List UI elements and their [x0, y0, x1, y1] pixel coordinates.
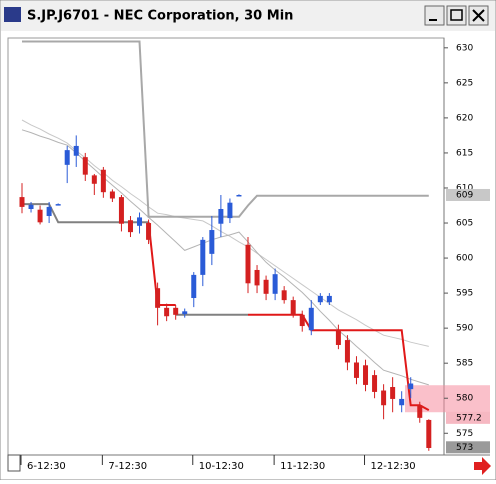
y-tick-label: 575 [456, 429, 473, 439]
candle-body [381, 390, 387, 406]
x-tick-label: 10-12:30 [199, 461, 244, 472]
window-buttons[interactable] [424, 5, 489, 26]
candle-body [227, 202, 233, 219]
candle-body [363, 365, 369, 385]
candle-body [299, 314, 305, 327]
candle-body [317, 295, 323, 303]
candle-body [308, 307, 314, 331]
candle-body [290, 300, 296, 315]
indicator-line [22, 40, 429, 218]
candle-body [182, 311, 188, 315]
candle-body [353, 362, 359, 378]
candle-body [390, 387, 396, 399]
candle-body [28, 204, 34, 210]
indicator-line [21, 119, 429, 347]
candle-body [426, 419, 432, 448]
maximize-button[interactable] [446, 5, 467, 26]
x-tick-label: 11-12:30 [280, 461, 325, 472]
y-tick-label: 620 [456, 113, 473, 123]
indicator-line [22, 203, 149, 224]
candle-body [137, 217, 143, 226]
indicator-line [147, 222, 176, 306]
price-marker-label: 573 [456, 443, 473, 453]
close-icon [472, 9, 485, 22]
candle-body [37, 209, 43, 223]
title-bar [1, 1, 495, 31]
candle-body [344, 340, 350, 363]
candle-body [109, 191, 115, 199]
candle-body [146, 223, 152, 240]
scroll-arrow[interactable] [474, 457, 491, 475]
candle-body [209, 230, 215, 254]
price-marker-box [446, 411, 490, 424]
scroll-box[interactable] [7, 454, 21, 472]
candle-body [218, 209, 224, 224]
candle-body [272, 274, 278, 294]
candle-body [326, 295, 332, 303]
candle-body [91, 175, 97, 184]
chart-title: S.JP.J6701 - NEC Corporation, 30 Min [27, 9, 293, 24]
y-tick-label: 625 [456, 78, 473, 88]
minimize-button[interactable] [424, 5, 445, 26]
y-tick-label: 605 [456, 219, 473, 229]
candle-body [408, 383, 414, 390]
price-marker-box [446, 441, 490, 454]
price-marker-label: 609 [456, 190, 473, 200]
price-marker-label: 577.2 [456, 413, 482, 423]
candle-body [372, 375, 378, 392]
y-tick-label: 610 [456, 183, 473, 193]
y-tick-label: 595 [456, 289, 473, 299]
candle-body [164, 307, 170, 317]
candle-body [200, 239, 206, 275]
candle-body [100, 169, 106, 193]
price-marker-box [446, 188, 490, 201]
y-tick-label: 630 [456, 43, 473, 53]
candle-body [155, 288, 161, 308]
candle-body [263, 279, 269, 294]
candle-body [127, 220, 133, 233]
candle-body [19, 197, 25, 207]
maximize-icon [450, 9, 463, 21]
y-tick-label: 600 [456, 254, 473, 264]
y-tick-label: 585 [456, 359, 473, 369]
candle-body [46, 206, 52, 217]
candle-body [64, 150, 70, 165]
indicator-line [21, 129, 429, 386]
candle-body [245, 244, 251, 284]
candle-body [73, 145, 79, 156]
candle-body [254, 269, 260, 286]
candle-body [335, 330, 341, 345]
candle-body [173, 307, 179, 315]
candle-body [281, 290, 287, 301]
candle-body [399, 398, 405, 406]
y-tick-label: 580 [456, 394, 473, 404]
y-tick-label: 615 [456, 148, 473, 158]
candle-body [417, 405, 423, 418]
candle-body [55, 204, 61, 206]
candle-body [82, 157, 88, 175]
x-tick-label: 12-12:30 [371, 461, 416, 472]
y-tick-label: 590 [456, 324, 473, 334]
plot-area [7, 37, 445, 456]
candle-body [191, 274, 197, 299]
candle-body [236, 194, 242, 197]
candle-body [118, 197, 124, 224]
x-tick-label: 6-12:30 [27, 461, 66, 472]
x-tick-label: 7-12:30 [108, 461, 147, 472]
app-icon [4, 7, 21, 22]
